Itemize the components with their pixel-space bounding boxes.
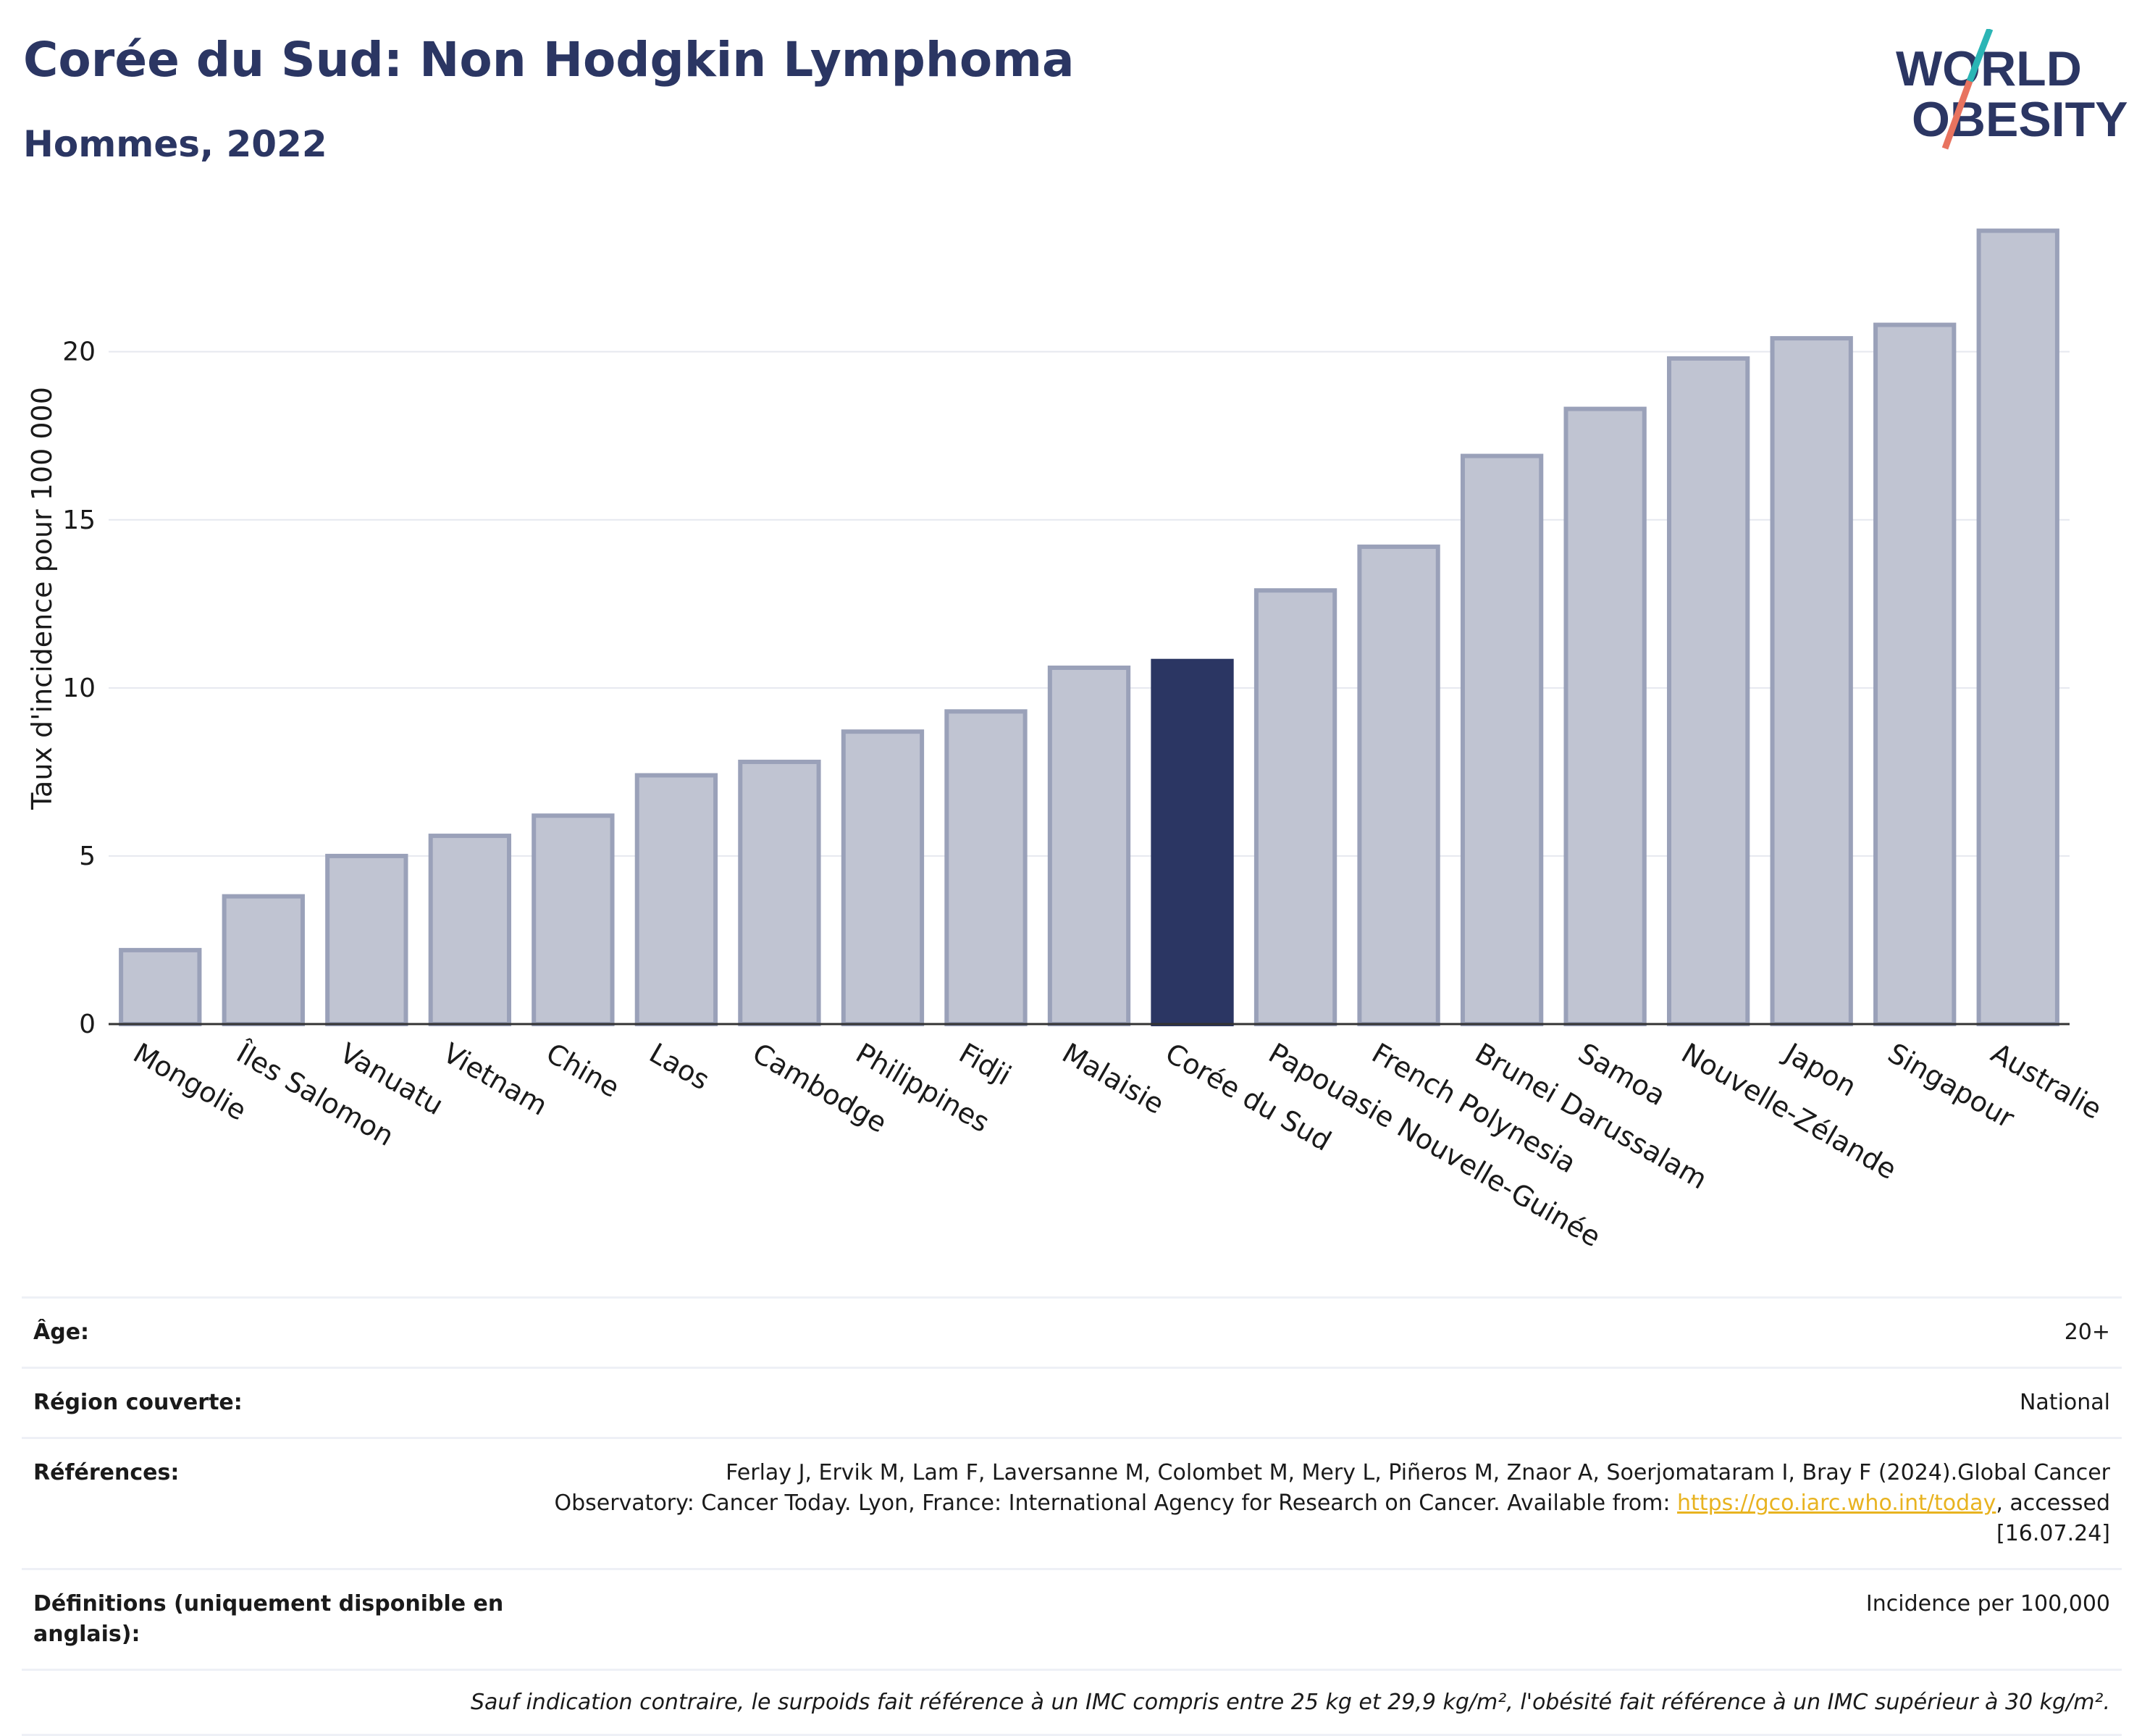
info-table: Âge: 20+ Région couverte: National Référ… [22, 1296, 2122, 1736]
bar [1047, 665, 1131, 1026]
bar [1666, 356, 1750, 1026]
bar [1151, 658, 1234, 1026]
info-row-references: Références: Ferlay J, Ervik M, Lam F, La… [22, 1437, 2122, 1568]
references-label: Références: [33, 1460, 180, 1485]
info-row-age: Âge: 20+ [22, 1296, 2122, 1367]
world-obesity-logo: WORLD OBESITY [1896, 29, 2128, 150]
y-tick-label: 0 [79, 1010, 96, 1039]
bar [1976, 228, 2059, 1027]
y-axis-label: Taux d'incidence pour 100 000 [26, 387, 58, 810]
x-tick-label: Vietnam [437, 1037, 553, 1122]
bar [634, 773, 718, 1027]
chart-subtitle: Hommes, 2022 [23, 123, 327, 165]
region-value: National [2019, 1390, 2110, 1415]
bar [325, 853, 408, 1026]
references-text-2: Observatory: Cancer Today. Lyon, France:… [554, 1490, 1678, 1516]
info-row-region: Région couverte: National [22, 1367, 2122, 1437]
footnote: Sauf indication contraire, le surpoids f… [22, 1669, 2122, 1736]
y-tick-label: 5 [79, 842, 96, 871]
region-label: Région couverte: [33, 1390, 243, 1415]
bar [738, 759, 821, 1026]
definitions-value: Incidence per 100,000 [1865, 1591, 2110, 1617]
bar [1873, 322, 1957, 1026]
bar [1357, 544, 1440, 1026]
bar [222, 894, 305, 1027]
references-text-3: , accessed [16.07.24] [1996, 1490, 2110, 1546]
y-tick-label: 15 [62, 506, 96, 535]
definitions-label: Définitions (uniquement disponible en an… [33, 1591, 504, 1647]
x-tick-label: Laos [644, 1037, 715, 1096]
x-tick-label: Chine [541, 1037, 625, 1104]
age-label: Âge: [33, 1320, 90, 1345]
logo-word-1: WORLD [1896, 41, 2082, 96]
bar [1460, 453, 1544, 1026]
age-value: 20+ [2064, 1320, 2110, 1345]
bar [944, 709, 1028, 1026]
x-tick-label: Japon [1778, 1036, 1861, 1103]
bar [1770, 336, 1853, 1027]
bar [1253, 588, 1337, 1026]
x-tick-label: Mongolie [128, 1037, 252, 1127]
bar [428, 834, 512, 1026]
info-row-definitions: Définitions (uniquement disponible en an… [22, 1568, 2122, 1669]
bar [532, 813, 615, 1026]
bar [1563, 406, 1647, 1026]
references-value: Ferlay J, Ervik M, Lam F, Laversanne M, … [540, 1458, 2110, 1549]
bar [841, 729, 925, 1026]
x-tick-label: Fidji [954, 1037, 1017, 1092]
bar [119, 947, 202, 1026]
chart-title: Corée du Sud: Non Hodgkin Lymphoma [23, 32, 1075, 88]
y-tick-label: 10 [62, 674, 96, 703]
y-tick-label: 20 [62, 337, 96, 367]
x-tick-label: Malaisie [1057, 1037, 1170, 1120]
references-text-1: Ferlay J, Ervik M, Lam F, Laversanne M, … [726, 1460, 2110, 1485]
references-link[interactable]: https://gco.iarc.who.int/today [1677, 1490, 1996, 1516]
